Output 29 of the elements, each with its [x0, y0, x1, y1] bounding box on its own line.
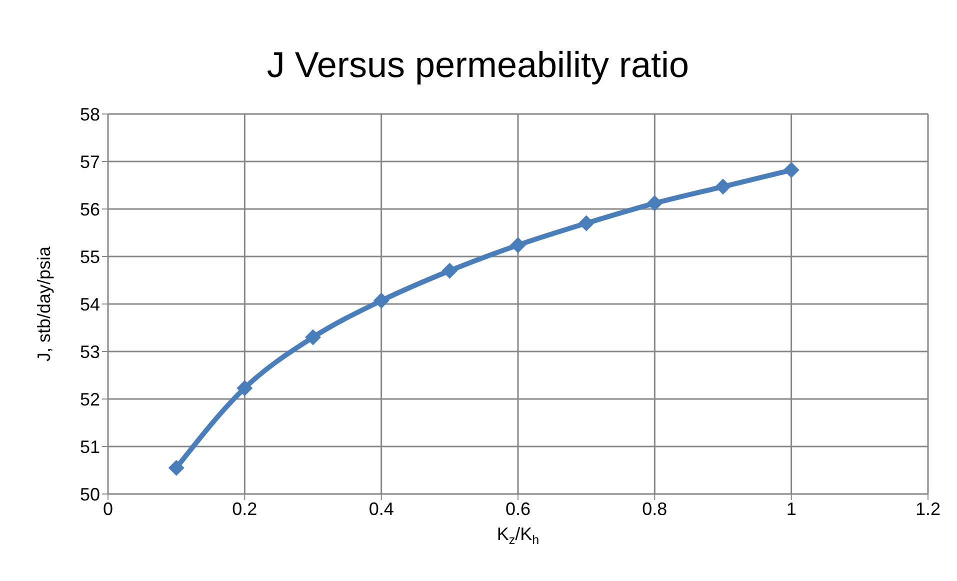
y-tick-label: 56 — [80, 199, 100, 220]
x-tick-label: 1.2 — [915, 498, 941, 519]
x-tick-label: 0.4 — [368, 498, 394, 519]
point — [578, 215, 594, 232]
chart-title: J Versus permeability ratio — [266, 43, 690, 87]
y-tick-label: 54 — [80, 294, 100, 314]
y-axis-title: J, stb/day/psia — [34, 245, 54, 362]
x-tick-label: 0 — [102, 498, 114, 519]
x-tick-label: 1 — [786, 498, 796, 519]
y-tick-label: 53 — [80, 342, 100, 362]
y-tick-label: 52 — [80, 389, 100, 410]
y-tick-label: 51 — [80, 436, 100, 457]
point — [646, 195, 663, 212]
x-tick-label: 0.6 — [505, 498, 531, 519]
point — [510, 237, 526, 254]
point — [236, 380, 253, 396]
y-tick-label: 58 — [80, 104, 100, 124]
y-tick-label: 50 — [80, 484, 100, 504]
point — [305, 329, 321, 346]
x-tick-label: 0.8 — [642, 498, 668, 519]
point — [168, 460, 184, 476]
x-tick-label: 0.2 — [232, 498, 258, 519]
x-axis-title: K$_{z}$/K$_{h}$ — [496, 524, 540, 547]
point — [715, 178, 731, 195]
y-tick-label: 55 — [80, 246, 100, 267]
point — [442, 262, 458, 279]
y-tick-label: 57 — [80, 152, 100, 172]
point — [373, 292, 390, 309]
point — [783, 162, 800, 178]
